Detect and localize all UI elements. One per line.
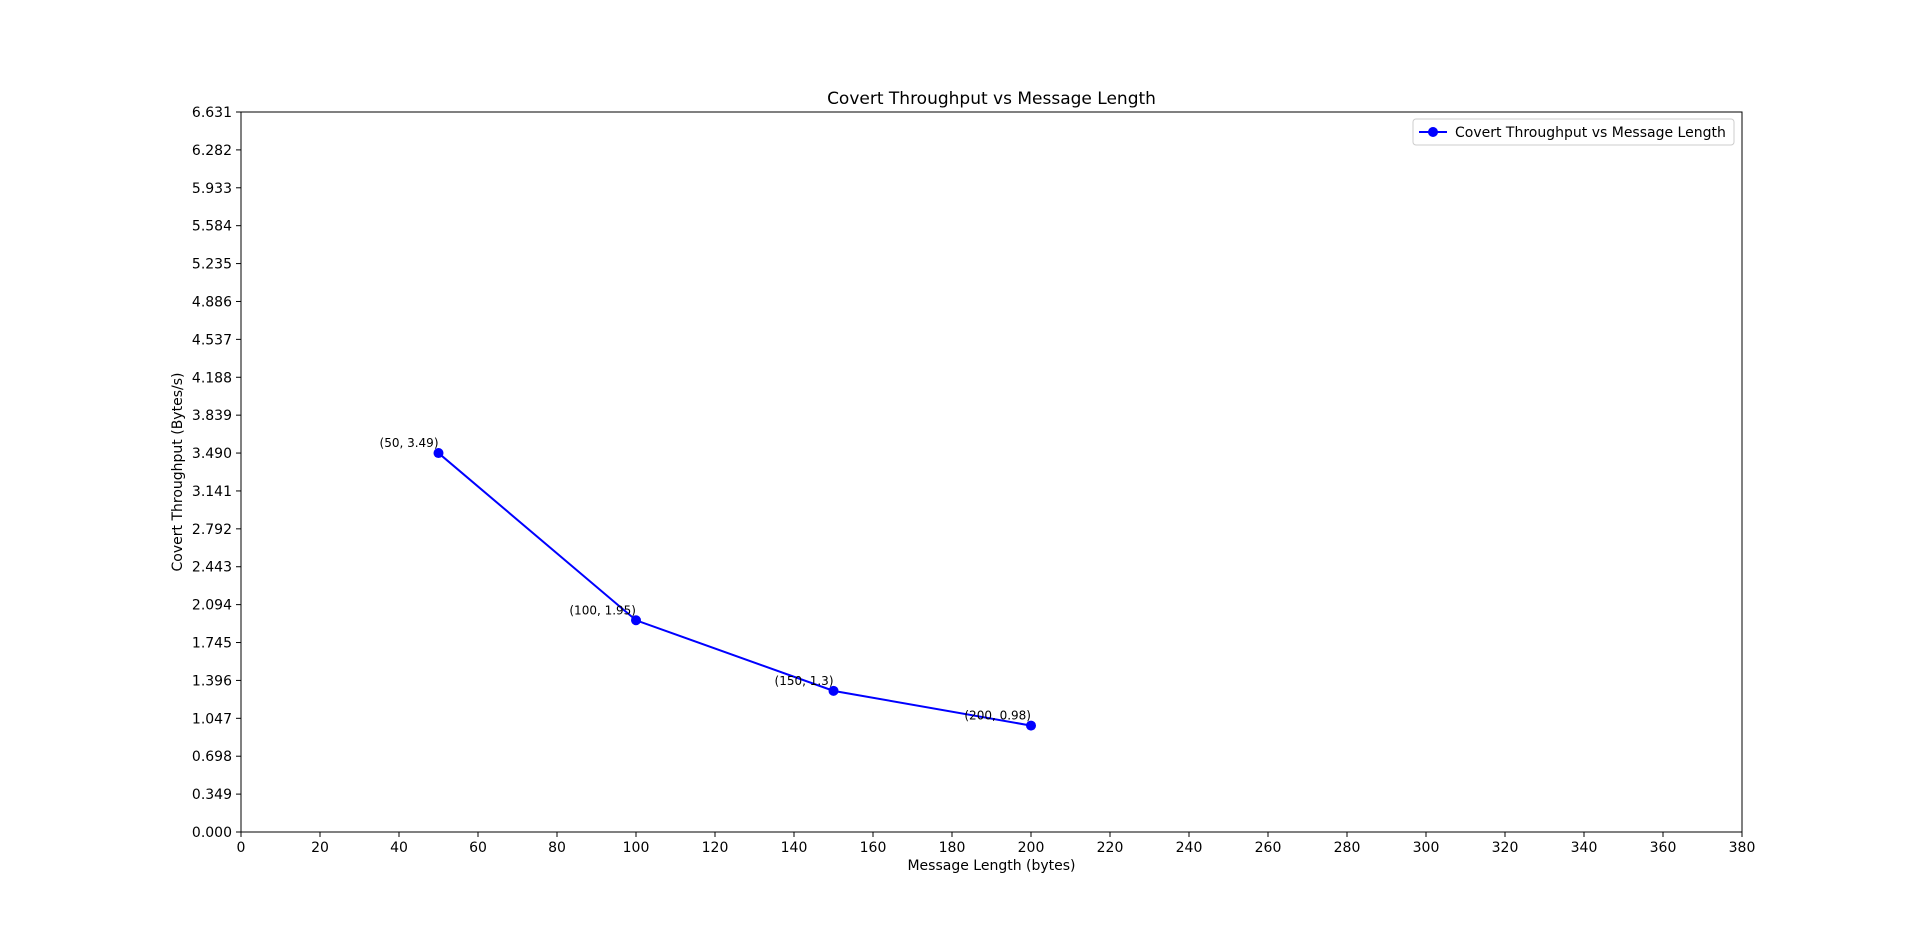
y-tick-label: 5.933 [192,181,232,197]
plot-area: 0 20 40 60 80 100 120 140 160 180 200 220 240 260 280 3… [192,105,1755,856]
y-tick-label: 3.141 [192,484,232,500]
data-point [828,685,839,696]
x-tick-label: 260 [1255,840,1282,856]
data-point-label: (100, 1.95) [569,603,636,617]
x-tick-label: 140 [781,840,808,856]
legend-label: Covert Throughput vs Message Length [1455,125,1726,141]
data-point [433,448,444,459]
y-tick-label: 4.188 [192,370,232,386]
y-tick-label: 4.886 [192,294,232,310]
x-tick-label: 20 [311,840,329,856]
x-tick-label: 360 [1650,840,1677,856]
x-tick-label: 0 [237,840,246,856]
x-tick-label: 180 [939,840,966,856]
legend-box [1412,118,1735,146]
x-tick-label: 280 [1334,840,1361,856]
y-tick-label: 2.094 [192,598,232,614]
x-tick-label: 40 [390,840,408,856]
y-tick-label: 1.396 [192,673,232,689]
chart-title: Covert Throughput vs Message Length [827,89,1156,109]
series-line [437,452,1032,727]
x-tick-label: 100 [623,840,650,856]
plot-frame [240,111,1743,833]
x-axis-title: Message Length (bytes) [907,858,1075,874]
x-tick-label: 300 [1413,840,1440,856]
y-tick-label: 1.745 [192,636,232,652]
y-tick-label: 1.047 [192,711,232,727]
x-tick-label: 160 [860,840,887,856]
y-tick-label: 5.235 [192,257,232,273]
x-tick-label: 340 [1571,840,1598,856]
y-tick-label: 2.792 [192,522,232,538]
x-tick-label: 60 [469,840,487,856]
data-point-label: (150, 1.3) [775,674,834,688]
data-point-label: (200, 0.98) [964,709,1031,723]
y-tick-label: 5.584 [192,219,232,235]
data-point [631,615,641,626]
x-tick-label: 200 [1018,840,1045,856]
legend: Covert Throughput vs Message Length [1412,118,1735,146]
y-tick-label: 6.282 [192,143,232,159]
y-tick-label: 0.349 [192,787,232,803]
legend-marker [1428,127,1438,137]
y-tick-label: 3.490 [192,446,232,462]
y-tick-label: 0.698 [192,749,232,765]
data-point-label: (50, 3.49) [380,436,439,450]
x-tick-label: 380 [1729,840,1756,856]
y-tick-label: 6.631 [192,105,232,121]
x-tick-label: 320 [1492,840,1519,856]
y-tick-label: 4.537 [192,332,232,348]
y-axis-title: Covert Throughput (Bytes/s) [170,373,186,572]
x-tick-label: 120 [702,840,729,856]
y-tick-label: 3.839 [192,408,232,424]
y-tick-label: 0.000 [192,825,232,841]
x-tick-label: 220 [1097,840,1124,856]
y-tick-label: 2.443 [192,560,232,576]
x-tick-label: 240 [1176,840,1203,856]
x-tick-label: 80 [548,840,566,856]
data-point [1026,720,1036,731]
